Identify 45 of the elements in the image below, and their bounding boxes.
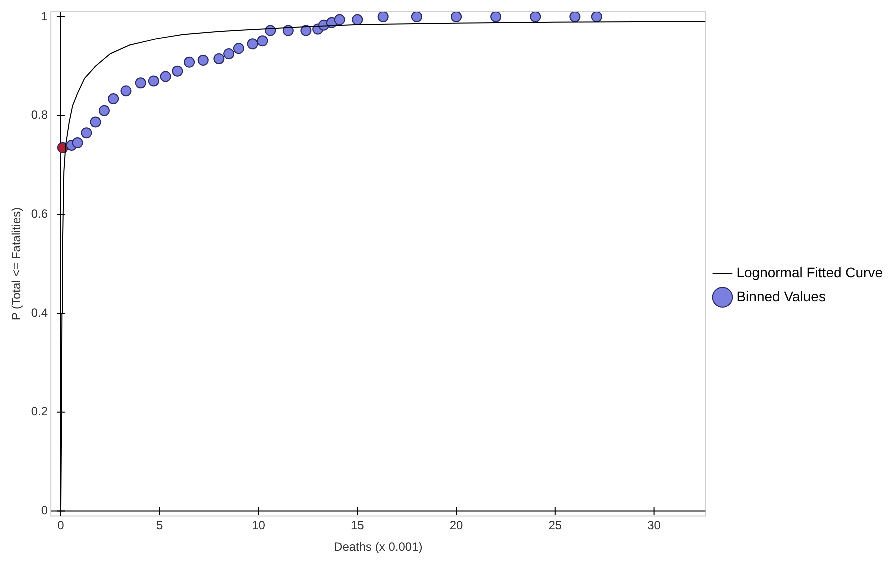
point bbox=[352, 14, 364, 26]
point bbox=[300, 25, 312, 36]
x-axis-title: Deaths (x 0.001) bbox=[334, 540, 423, 554]
point bbox=[184, 56, 196, 68]
point bbox=[247, 38, 258, 50]
y-tick-label: 0 bbox=[41, 504, 48, 518]
legend-label: Lognormal Fitted Curve bbox=[736, 264, 884, 280]
point bbox=[233, 43, 244, 54]
point bbox=[198, 54, 209, 66]
x-tick-label: 5 bbox=[156, 518, 164, 533]
point bbox=[224, 48, 235, 60]
point bbox=[172, 66, 184, 77]
y-tick-label: 0.6 bbox=[31, 206, 48, 221]
x-tick-label: 0 bbox=[58, 518, 65, 533]
x-tick-label: 20 bbox=[450, 518, 464, 533]
point bbox=[120, 86, 132, 97]
x-tick-label: 10 bbox=[252, 518, 266, 533]
y-tick-label: 0.2 bbox=[31, 404, 48, 419]
point bbox=[98, 105, 110, 116]
point bbox=[490, 12, 502, 22]
point bbox=[334, 14, 346, 26]
x-tick-label: 25 bbox=[548, 518, 562, 533]
point bbox=[135, 78, 146, 89]
point bbox=[411, 12, 422, 22]
point bbox=[90, 116, 102, 128]
point bbox=[282, 25, 294, 36]
point bbox=[160, 71, 172, 82]
point bbox=[148, 76, 160, 87]
x-tick-label: 30 bbox=[648, 518, 662, 533]
y-axis-title: P (Total <= Fatalities) bbox=[10, 208, 24, 321]
point bbox=[108, 94, 120, 104]
x-tick-label: 15 bbox=[350, 518, 365, 533]
point bbox=[81, 128, 92, 139]
point bbox=[257, 36, 268, 47]
y-tick-label: 0.8 bbox=[31, 108, 48, 122]
point bbox=[591, 12, 602, 22]
point bbox=[378, 12, 389, 22]
point bbox=[451, 12, 462, 22]
point bbox=[72, 137, 84, 148]
point bbox=[570, 12, 581, 22]
y-tick-label: 0.4 bbox=[31, 306, 48, 320]
legend-label: Binned Values bbox=[736, 288, 826, 304]
point bbox=[530, 12, 542, 22]
point bbox=[214, 53, 225, 64]
y-tick-label: 1 bbox=[41, 9, 48, 24]
